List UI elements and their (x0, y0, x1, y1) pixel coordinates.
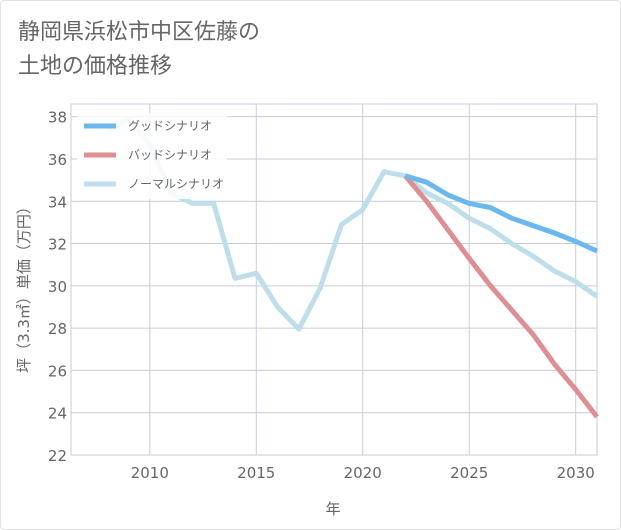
y-axis-title: 坪（3.3㎡）単価（万円） (15, 199, 33, 373)
y-tick-label: 22 (48, 447, 67, 465)
x-tick-label: 2010 (131, 464, 169, 482)
y-tick-label: 38 (48, 109, 67, 127)
series-line-3 (105, 116, 599, 332)
series-lines (105, 116, 599, 419)
y-tick-label: 30 (48, 278, 67, 296)
y-tick-label: 28 (48, 320, 67, 338)
y-tick-label: 26 (48, 362, 67, 380)
y-axis-ticks: 22 24 26 28 30 32 34 36 38 (48, 109, 67, 465)
x-tick-label: 2030 (557, 464, 595, 482)
y-tick-label: 36 (48, 151, 67, 169)
legend-label-1: グッドシナリオ (128, 119, 212, 133)
x-tick-label: 2015 (237, 464, 275, 482)
y-tick-label: 34 (48, 193, 67, 211)
y-tick-label: 32 (48, 236, 67, 254)
x-tick-label: 2025 (450, 464, 488, 482)
chart-title: 静岡県浜松市中区佐藤の 土地の価格推移 (18, 20, 261, 79)
series-line-1 (404, 173, 599, 254)
legend-label-3: ノーマルシナリオ (128, 177, 224, 191)
x-axis-title: 年 (325, 500, 340, 518)
y-tick-label: 24 (48, 405, 67, 423)
x-tick-label: 2020 (344, 464, 382, 482)
series-line-2 (403, 174, 599, 419)
legend-label-2: バッドシナリオ (128, 148, 212, 162)
x-axis-ticks: 2010 2015 2020 2025 2030 (131, 464, 595, 482)
